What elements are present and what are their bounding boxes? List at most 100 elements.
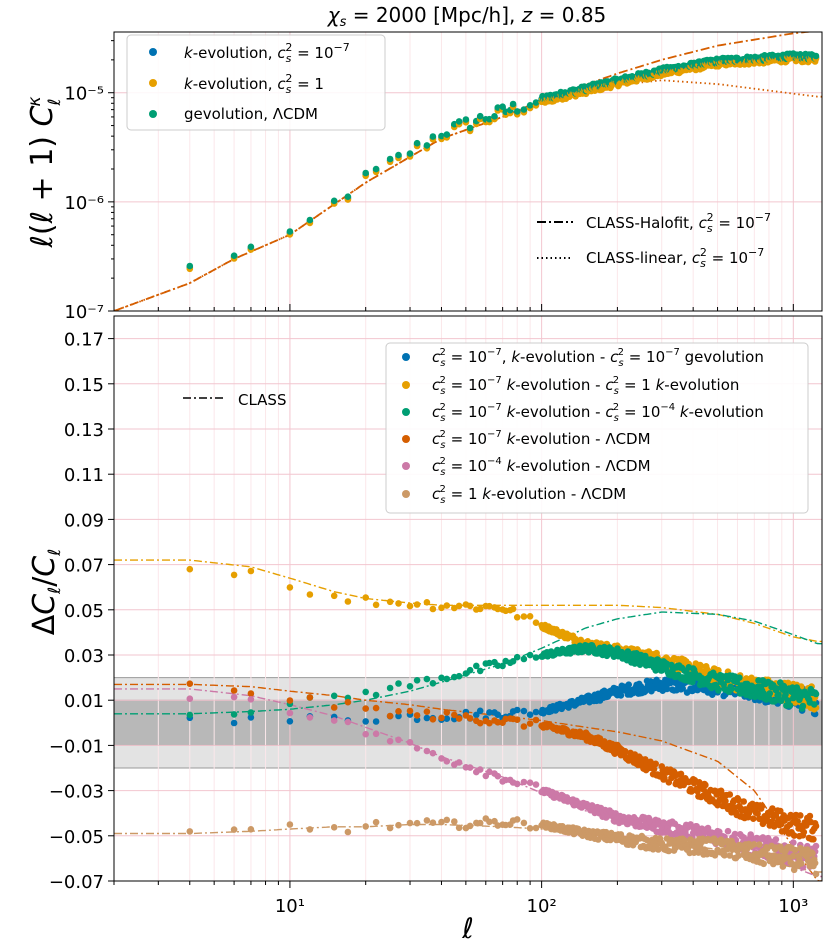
bottom-point-4 [395,708,402,715]
bottom-point-3 [443,675,451,683]
bottom-point-6 [362,823,370,830]
legend-label-d3: cs2 = 10−7 k-evolution - cs2 = 10−4 k-ev… [432,402,764,424]
bottom-y-tick-label: −0.01 [49,736,104,757]
top-panel: 10⁻⁷ 10⁻⁶ 10⁻⁵ ℓ(ℓ + 1) Cℓκ k-evolution, c… [25,31,823,323]
bottom-point-3 [413,677,421,684]
legend-marker-kevol-1e7 [149,48,157,56]
bottom-point-5 [362,730,370,738]
bottom-point-4 [810,836,817,843]
bottom-point-1 [230,719,238,727]
bottom-point-5 [724,827,732,835]
bottom-y-tick-label: 0.07 [64,556,104,577]
bottom-point-2 [247,567,255,575]
bottom-point-4 [247,690,255,697]
bottom-point-6 [809,850,816,857]
bottom-point-3 [728,685,735,693]
bottom-point-3 [715,687,722,694]
bottom-point-4 [797,812,804,819]
bottom-point-2 [306,591,314,598]
bottom-point-2 [455,602,463,610]
bottom-point-2 [413,601,421,608]
bottom-y-tick-label: −0.05 [49,827,104,848]
bottom-point-4 [230,687,238,694]
bottom-point-6 [513,816,521,823]
bottom-point-6 [526,825,534,832]
top-point [509,100,517,108]
bottom-point-5 [443,758,451,765]
bottom-point-5 [429,749,437,757]
legend-label-d6: cs2 = 1 k-evolution - ΛCDM [432,484,626,506]
bottom-point-1 [526,711,534,718]
legend-label-linear: CLASS-linear, cs2 = 10−7 [586,246,764,270]
bottom-point-5 [423,747,431,755]
bottom-point-2 [526,613,534,620]
top-point [406,150,414,157]
legend-marker-d5 [402,462,410,470]
top-point [486,115,493,123]
top-chart-title: χs = 2000 [Mpc/h], z = 0.85 [327,3,607,30]
bottom-point-3 [812,690,820,698]
bottom-point-2 [372,601,380,609]
bottom-point-6 [476,819,484,827]
bottom-point-5 [186,695,194,702]
bottom-point-2 [386,598,394,606]
bottom-y-tick-label: 0.09 [64,510,104,531]
bottom-point-3 [736,674,743,681]
bottom-point-6 [451,818,458,825]
bottom-point-3 [786,702,794,709]
bottom-point-4 [812,822,820,830]
bottom-point-1 [625,681,632,688]
bottom-point-6 [797,860,805,867]
bottom-point-5 [455,759,463,766]
bottom-point-5 [513,780,521,788]
bottom-point-6 [230,826,238,833]
bottom-point-3 [799,702,807,710]
bottom-y-tick-label: 0.13 [64,420,104,441]
bottom-point-2 [466,602,474,610]
bottom-point-2 [513,614,521,621]
bottom-point-3 [429,680,437,687]
bottom-point-4 [520,723,528,730]
top-point [344,193,352,200]
bottom-point-6 [395,821,402,829]
bottom-point-5 [476,766,484,773]
bottom-point-4 [455,715,463,722]
bottom-y-tick-label: −0.07 [49,872,104,893]
bottom-point-4 [330,704,338,711]
bottom-point-4 [443,709,451,716]
top-point [443,131,451,138]
bottom-point-6 [247,826,255,833]
bottom-point-1 [423,714,431,722]
legend-marker-d3 [402,408,410,416]
bottom-point-2 [344,598,352,605]
bottom-point-2 [429,605,437,613]
bottom-y-tick-label: 0.05 [64,601,104,622]
bottom-point-6 [413,819,421,827]
legend-label-kevol-1: k-evolution, cs2 = 1 [184,72,324,96]
top-point [429,133,437,140]
accuracy-band-2 [114,700,822,746]
bottom-point-3 [520,655,528,663]
bottom-point-2 [395,600,402,607]
legend-marker-d1 [402,353,410,361]
bottom-point-3 [532,654,540,661]
bottom-point-6 [466,822,474,830]
bottom-point-6 [812,870,820,878]
bottom-point-5 [330,717,338,724]
bottom-point-2 [362,594,370,601]
bottom-point-3 [810,701,818,708]
bottom-point-3 [513,653,521,661]
top-point [466,124,474,132]
bottom-point-5 [306,714,314,721]
bottom-point-3 [330,692,338,700]
bottom-point-6 [760,860,767,868]
bottom-point-6 [520,819,528,827]
bottom-point-4 [413,712,421,719]
top-point [499,103,506,110]
bottom-point-1 [476,707,484,715]
bottom-point-3 [362,688,370,696]
bottom-point-4 [806,812,814,820]
bottom-point-4 [726,791,734,798]
top-point [395,151,402,159]
